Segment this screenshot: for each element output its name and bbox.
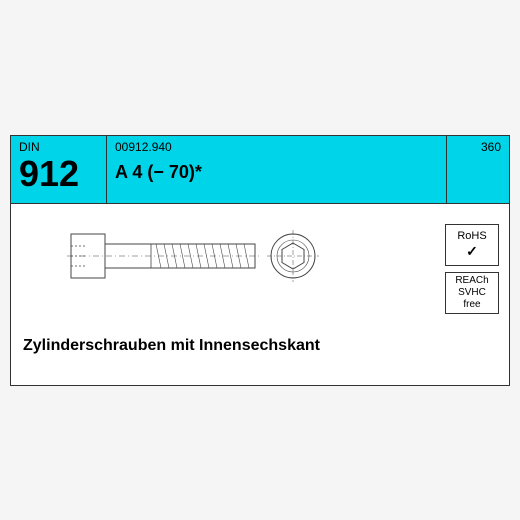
reach-line2: SVHC [458, 287, 486, 299]
header-row: DIN 912 00912.940 A 4 (− 70)* 360 [11, 136, 509, 204]
material: A 4 (− 70)* [115, 162, 438, 183]
col-middle: 00912.940 A 4 (− 70)* [107, 136, 447, 203]
din-label: DIN [19, 140, 98, 154]
rohs-badge: RoHS ✓ [445, 224, 499, 266]
product-code: 00912.940 [115, 140, 438, 154]
reach-line1: REACh [455, 275, 488, 287]
technical-drawing [61, 216, 341, 296]
content-area: RoHS ✓ REACh SVHC free Zylinderschrauben… [11, 204, 509, 385]
qty: 360 [481, 140, 501, 154]
din-number: 912 [19, 156, 98, 192]
compliance-badges: RoHS ✓ REACh SVHC free [445, 224, 499, 314]
rohs-text: RoHS [457, 230, 486, 243]
reach-line3: free [463, 299, 480, 311]
col-din: DIN 912 [11, 136, 107, 203]
product-description: Zylinderschrauben mit Innensechskant [23, 337, 320, 355]
col-right: 360 [447, 136, 509, 203]
check-icon: ✓ [466, 243, 478, 260]
screw-drawing-svg [61, 216, 341, 296]
reach-badge: REACh SVHC free [445, 272, 499, 314]
product-card: DIN 912 00912.940 A 4 (− 70)* 360 [10, 135, 510, 386]
